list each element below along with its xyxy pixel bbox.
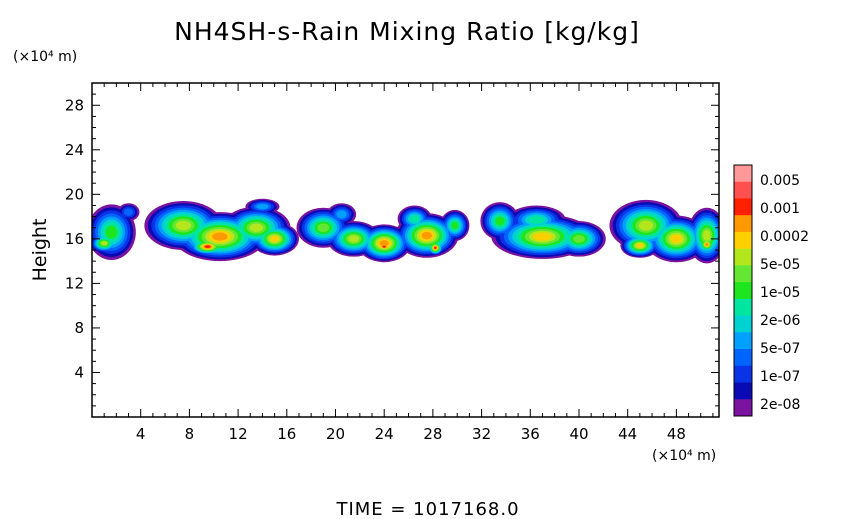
x-unit-label: (×10⁴ m) [652,448,716,464]
colorbar-swatch [734,265,752,283]
x-tick-label: 28 [423,425,442,443]
field-contour [670,234,683,244]
colorbar-swatch [734,198,752,216]
field-contour [533,232,552,241]
colorbar-swatch [734,231,752,250]
field-contour [101,241,108,246]
field-contour [702,230,711,241]
colorbar-swatch [734,365,752,384]
field-layer [92,198,719,264]
field-contour [573,235,585,243]
field-contour [105,225,118,239]
field-contour [638,220,654,231]
y-tick-label: 12 [65,274,84,292]
field-contour [256,203,269,210]
field-contour [410,215,420,223]
field-contour [336,210,347,219]
x-tick-label: 24 [375,425,394,443]
field-contour [434,246,437,249]
colorbar-label: 5e-05 [760,257,800,273]
x-tick-label: 16 [277,425,296,443]
field-contour [495,216,505,226]
colorbar-swatch [734,399,752,417]
colorbar-frame [733,164,753,417]
x-tick-label: 32 [472,425,491,443]
field-contour [249,223,264,232]
field-contour [348,235,360,243]
field-contour [212,232,228,241]
x-tick-label: 40 [569,425,588,443]
colorbar-label: 1e-05 [760,285,800,301]
colorbar-swatch [734,315,752,333]
x-tick-label: 4 [136,425,146,443]
field-contour [123,208,134,216]
y-tick-label: 16 [65,230,84,248]
colorbar-label: 5e-07 [760,341,800,357]
y-tick-label: 8 [74,319,84,337]
x-tick-label: 36 [521,425,540,443]
colorbar-swatch [734,248,752,266]
colorbar-swatch [734,282,752,300]
field-contour [528,216,545,224]
y-unit-label: (×10⁴ m) [13,49,77,65]
colorbar-swatch [734,181,752,199]
field-contour [379,240,389,247]
y-axis: 4 8 12 16 20 24 28 [65,93,719,407]
x-tick-label: 48 [667,425,686,443]
field-contour [451,221,459,230]
x-tick-label: 20 [326,425,345,443]
field-contour [382,245,386,248]
y-axis-label: Height [29,219,51,282]
colorbar-label: 0.001 [760,201,800,217]
field-contour [636,243,644,248]
y-tick-label: 24 [65,141,84,159]
chart-title: NH4SH-s-Rain Mixing Ratio [kg/kg] [174,17,640,46]
colorbar-swatch [734,382,752,400]
colorbar-swatch [734,165,752,183]
field-contour [421,231,433,240]
colorbar-label: 1e-07 [760,369,800,385]
colorbar-label: 0.005 [760,173,800,189]
colorbar-swatch [734,349,752,367]
colorbar-label: 2e-08 [760,397,800,413]
colorbar-label: 2e-06 [760,313,800,329]
y-tick-label: 28 [65,96,84,114]
y-tick-label: 4 [74,363,84,381]
colorbar-swatch [734,298,752,317]
level-0.001 [204,245,437,249]
field-contour [705,242,709,246]
colorbar-swatch [734,332,752,350]
x-tick-label: 8 [185,425,195,443]
field-contour [175,220,191,231]
time-footer: TIME = 1017168.0 [335,499,519,519]
x-tick-label: 44 [618,425,637,443]
field-contour [204,245,211,249]
colorbar-swatch [734,215,752,233]
x-axis: 4 8 12 16 20 24 28 32 36 40 44 48 [103,83,714,443]
level-0.0002 [203,231,709,250]
colorbar: 0.005 0.001 0.0002 5e-05 1e-05 2e-06 5e-07 1e-0… [733,164,809,417]
field-contour [270,235,280,242]
y-tick-label: 20 [65,185,84,203]
field-contour [317,223,330,233]
colorbar-label: 0.0002 [760,229,809,245]
x-tick-label: 12 [229,425,248,443]
